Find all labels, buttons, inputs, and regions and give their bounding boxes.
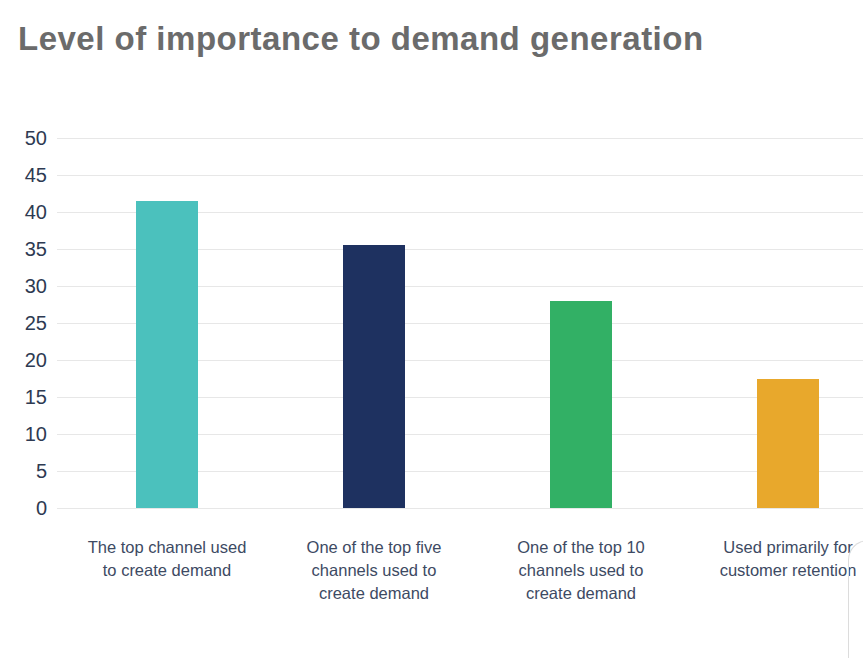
y-axis-tick-label-25: 25 xyxy=(0,311,47,335)
bar-4 xyxy=(757,379,819,509)
chart-card: Level of importance to demand generation… xyxy=(0,0,863,658)
y-axis-tick-label-15: 15 xyxy=(0,385,47,409)
x-axis-label-2: One of the top five channels used to cre… xyxy=(287,536,462,605)
x-axis-label-1: The top channel used to create demand xyxy=(80,536,255,582)
page-title: Level of importance to demand generation xyxy=(18,20,704,58)
y-axis-tick-label-20: 20 xyxy=(0,348,47,372)
y-axis-tick-label-5: 5 xyxy=(0,459,47,483)
y-axis-tick-label-45: 45 xyxy=(0,163,47,187)
y-axis-tick-label-0: 0 xyxy=(0,496,47,520)
x-axis-label-3: One of the top 10 channels used to creat… xyxy=(494,536,669,605)
y-axis-tick-label-50: 50 xyxy=(0,126,47,150)
bar-1 xyxy=(136,201,198,508)
y-axis-tick-label-10: 10 xyxy=(0,422,47,446)
bar-3 xyxy=(550,301,612,508)
gridline-50 xyxy=(57,138,863,139)
gridline-0 xyxy=(57,508,863,509)
gridline-45 xyxy=(57,175,863,176)
y-axis-tick-label-40: 40 xyxy=(0,200,47,224)
adjacent-card-edge xyxy=(848,540,863,658)
bar-2 xyxy=(343,245,405,508)
x-axis-label-4: Used primarily for customer retention xyxy=(701,536,863,582)
y-axis-tick-label-30: 30 xyxy=(0,274,47,298)
y-axis-tick-label-35: 35 xyxy=(0,237,47,261)
